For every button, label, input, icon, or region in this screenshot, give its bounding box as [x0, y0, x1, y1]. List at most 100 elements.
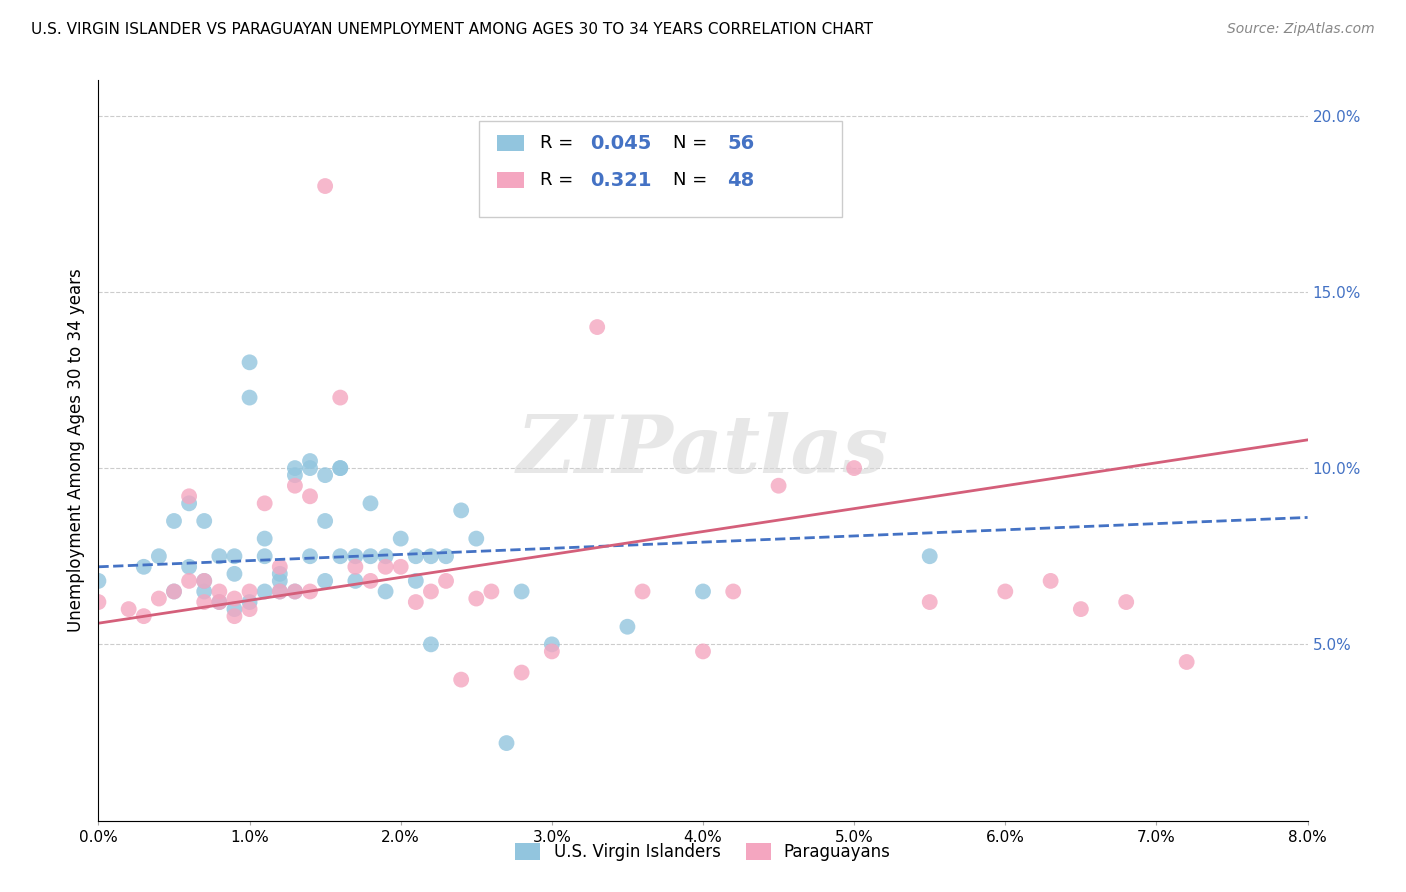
- Point: [405, 574, 427, 588]
- Text: ZIPatlas: ZIPatlas: [517, 412, 889, 489]
- Legend: U.S. Virgin Islanders, Paraguayans: U.S. Virgin Islanders, Paraguayans: [509, 837, 897, 868]
- Point: [239, 355, 262, 369]
- Point: [193, 574, 215, 588]
- FancyBboxPatch shape: [498, 172, 524, 188]
- Point: [616, 620, 638, 634]
- Point: [269, 559, 291, 574]
- Point: [344, 559, 367, 574]
- Point: [692, 644, 714, 658]
- Point: [420, 549, 443, 564]
- Point: [540, 644, 562, 658]
- Point: [510, 584, 533, 599]
- Point: [434, 549, 457, 564]
- Point: [360, 496, 382, 510]
- Point: [844, 461, 866, 475]
- Point: [450, 503, 472, 517]
- Point: [224, 549, 246, 564]
- Point: [193, 584, 215, 599]
- Point: [314, 468, 336, 483]
- Point: [329, 391, 352, 405]
- Point: [239, 584, 262, 599]
- Point: [434, 574, 457, 588]
- Point: [193, 574, 215, 588]
- FancyBboxPatch shape: [498, 135, 524, 152]
- Point: [314, 514, 336, 528]
- Point: [284, 461, 307, 475]
- Point: [163, 584, 186, 599]
- Point: [692, 584, 714, 599]
- Point: [586, 320, 609, 334]
- Point: [465, 532, 488, 546]
- Point: [179, 496, 201, 510]
- Point: [405, 549, 427, 564]
- Point: [768, 479, 790, 493]
- Point: [253, 549, 276, 564]
- Point: [132, 609, 155, 624]
- Point: [329, 461, 352, 475]
- Point: [344, 549, 367, 564]
- Point: [1070, 602, 1092, 616]
- Point: [1039, 574, 1062, 588]
- Text: R =: R =: [540, 134, 579, 153]
- Point: [1175, 655, 1198, 669]
- Point: [420, 584, 443, 599]
- Point: [389, 532, 412, 546]
- Point: [224, 566, 246, 581]
- Point: [269, 584, 291, 599]
- Point: [631, 584, 654, 599]
- Point: [269, 566, 291, 581]
- Point: [465, 591, 488, 606]
- Point: [329, 549, 352, 564]
- Text: 48: 48: [727, 170, 755, 190]
- Text: R =: R =: [540, 171, 579, 189]
- Point: [284, 584, 307, 599]
- Point: [253, 584, 276, 599]
- Point: [360, 574, 382, 588]
- Point: [344, 574, 367, 588]
- Point: [163, 514, 186, 528]
- Point: [918, 549, 941, 564]
- Point: [239, 602, 262, 616]
- Point: [314, 574, 336, 588]
- Point: [208, 584, 231, 599]
- Text: N =: N =: [672, 171, 713, 189]
- Point: [87, 574, 110, 588]
- Point: [314, 179, 336, 194]
- Y-axis label: Unemployment Among Ages 30 to 34 years: Unemployment Among Ages 30 to 34 years: [66, 268, 84, 632]
- FancyBboxPatch shape: [479, 121, 842, 218]
- Point: [389, 559, 412, 574]
- Point: [405, 595, 427, 609]
- Point: [239, 391, 262, 405]
- Point: [239, 595, 262, 609]
- Point: [329, 461, 352, 475]
- Point: [208, 595, 231, 609]
- Point: [148, 549, 170, 564]
- Point: [224, 602, 246, 616]
- Text: 56: 56: [727, 134, 755, 153]
- Point: [253, 496, 276, 510]
- Point: [481, 584, 503, 599]
- Point: [118, 602, 141, 616]
- Point: [299, 461, 322, 475]
- Point: [918, 595, 941, 609]
- Point: [994, 584, 1017, 599]
- Point: [723, 584, 745, 599]
- Text: 0.045: 0.045: [591, 134, 652, 153]
- Text: 0.321: 0.321: [591, 170, 652, 190]
- Text: N =: N =: [672, 134, 713, 153]
- Text: Source: ZipAtlas.com: Source: ZipAtlas.com: [1227, 22, 1375, 37]
- Point: [193, 595, 215, 609]
- Point: [148, 591, 170, 606]
- Point: [360, 549, 382, 564]
- Point: [224, 591, 246, 606]
- Point: [179, 489, 201, 503]
- Point: [420, 637, 443, 651]
- Point: [1115, 595, 1137, 609]
- Point: [163, 584, 186, 599]
- Point: [179, 574, 201, 588]
- Point: [299, 549, 322, 564]
- Point: [179, 559, 201, 574]
- Point: [132, 559, 155, 574]
- Text: U.S. VIRGIN ISLANDER VS PARAGUAYAN UNEMPLOYMENT AMONG AGES 30 TO 34 YEARS CORREL: U.S. VIRGIN ISLANDER VS PARAGUAYAN UNEMP…: [31, 22, 873, 37]
- Point: [495, 736, 517, 750]
